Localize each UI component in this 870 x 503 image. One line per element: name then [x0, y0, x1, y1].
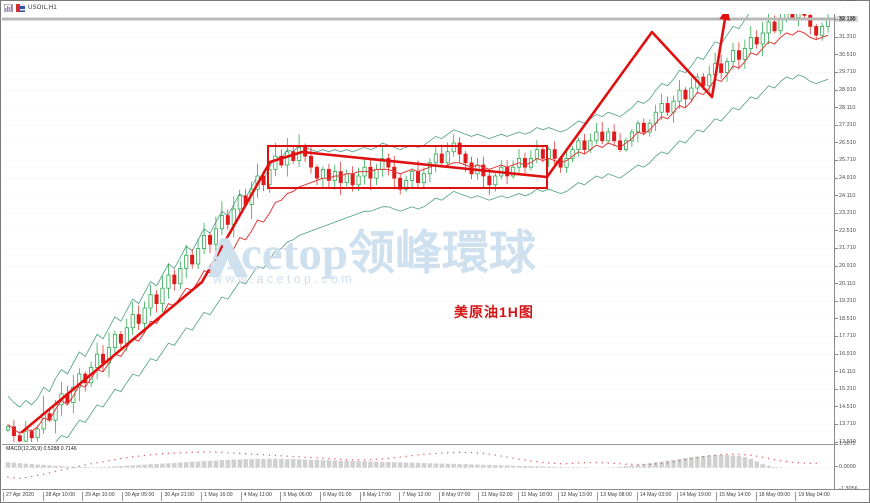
candlestick-series: [5, 2, 831, 442]
price-tick: 24.110: [835, 193, 855, 199]
price-tick: 16.110: [835, 369, 855, 375]
price-tick: 28.910: [835, 87, 856, 93]
symbol-label: USOIL,H1: [28, 4, 57, 11]
time-axis[interactable]: 27 Apr 2020 28 Apr 10:00 29 Apr 10:00 30 Ap…: [2, 489, 870, 503]
macd-indicator-pane[interactable]: MACD(12,26,9) 0.5288 0.7146: [2, 444, 834, 490]
macd-label: MACD(12,26,9) 0.5288 0.7146: [6, 446, 77, 452]
price-tick: 18.510: [835, 316, 856, 322]
macd-histogram: [5, 454, 783, 468]
price-tick: 28.110: [835, 105, 855, 111]
moving-average-line: [7, 30, 829, 435]
price-tick: 20.910: [835, 263, 856, 269]
price-tick: 14.510: [835, 404, 856, 410]
time-tick: 8 May 07:00: [438, 492, 470, 501]
time-tick: 19 May 04:00: [795, 492, 830, 501]
time-tick: 14 May 03:00: [636, 492, 671, 501]
time-tick: 6 May 17:00: [359, 492, 391, 501]
price-tick: 27.310: [835, 122, 856, 128]
uptrend-projection-arrow[interactable]: [20, 5, 731, 434]
bollinger-upper-band: [7, 2, 776, 408]
time-tick: 18 May 09:00: [755, 492, 790, 501]
price-tick: 31.310: [835, 34, 856, 40]
time-tick: 5 May 06:00: [280, 492, 312, 501]
macd-zero-line: [4, 467, 834, 469]
price-tick: 12.910: [835, 439, 856, 445]
price-tick: 21.710: [835, 245, 856, 251]
price-tick: 15.310: [835, 386, 856, 392]
chart-header: USOIL,H1: [1, 1, 869, 14]
chart-annotation: 美原油1H图: [454, 304, 534, 320]
price-tick: 22.510: [835, 228, 856, 234]
current-price-tick[interactable]: 32.135: [835, 16, 858, 23]
price-tick: 30.510: [835, 52, 856, 58]
price-tick: 17.710: [835, 333, 856, 339]
price-tick: 26.510: [835, 140, 856, 146]
time-tick: 4 May 11:00: [240, 492, 272, 501]
price-plot: [2, 2, 834, 442]
time-tick: 14 May 19:00: [676, 492, 711, 501]
price-chart-pane[interactable]: Acetop领峰環球 www.acetop.com 美原油1H图: [2, 2, 834, 442]
bollinger-lower-band: [55, 74, 829, 442]
time-tick: 15 May 14:00: [716, 492, 751, 501]
time-tick: 30 Apr 21:00: [161, 492, 194, 501]
price-axis[interactable]: 32.91032.13532.11031.31030.51029.71028.9…: [834, 0, 870, 492]
macd-tick: 0.0000: [835, 464, 856, 470]
time-tick: 7 May 12:00: [399, 492, 431, 501]
price-tick: 19.310: [835, 298, 856, 304]
time-tick: 13 May 08:00: [597, 492, 632, 501]
price-tick: 20.110: [835, 281, 855, 287]
time-tick: 1 May 16:00: [201, 492, 233, 501]
macd-signal-line: [7, 451, 817, 479]
price-tick: 16.910: [835, 351, 856, 357]
time-tick: 28 Apr 10:00: [42, 492, 75, 501]
time-tick: 6 May 01:00: [319, 492, 352, 501]
flag-icon[interactable]: [16, 3, 25, 12]
price-tick: 13.710: [835, 421, 856, 427]
price-tick: 23.310: [835, 210, 856, 216]
time-tick: 27 Apr 2020: [3, 492, 34, 501]
time-tick: 11 May 02:00: [478, 492, 512, 501]
price-tick: 24.910: [835, 175, 856, 181]
price-tick: 25.710: [835, 157, 856, 163]
macd-plot: [4, 451, 834, 479]
chart-icon[interactable]: [4, 3, 13, 12]
price-tick: 32.110: [835, 17, 855, 23]
macd-tick: 1.3072: [835, 441, 856, 447]
time-tick: 11 May 18:00: [518, 492, 552, 501]
time-tick: 30 Apr 05:00: [121, 492, 154, 501]
price-tick: 29.710: [835, 69, 856, 75]
time-tick: 12 May 13:00: [557, 492, 592, 501]
time-tick: 29 Apr 10:00: [82, 492, 115, 501]
